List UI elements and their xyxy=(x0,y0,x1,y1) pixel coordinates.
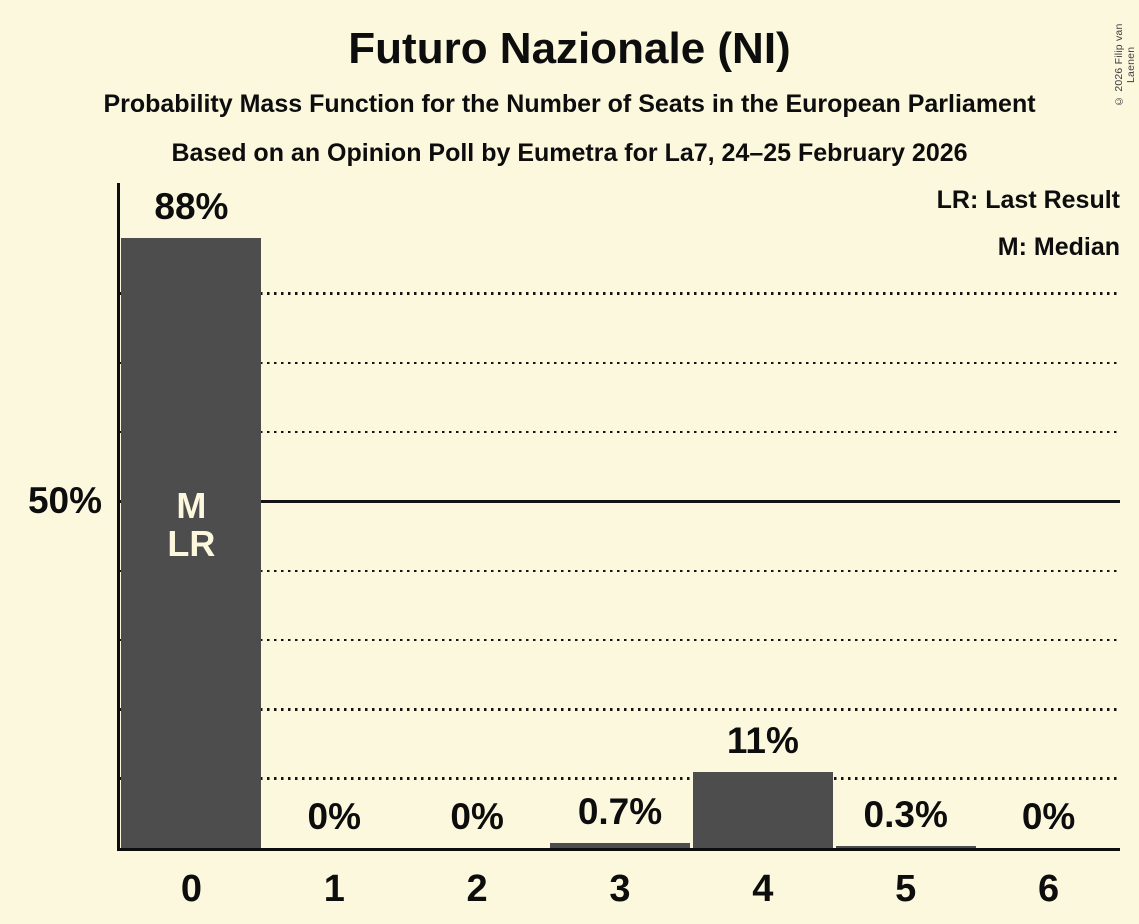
bar-value-label: 0% xyxy=(1021,796,1076,837)
legend-median: M: Median xyxy=(997,233,1120,261)
gridline-dotted-10pct xyxy=(120,777,1120,780)
x-tick-label-6: 6 xyxy=(1037,868,1060,910)
gridline-dotted-40pct xyxy=(120,569,1120,573)
y-axis-tick-label: 50% xyxy=(27,480,102,521)
x-tick-label-1: 1 xyxy=(323,868,345,910)
bar-value-label: 0% xyxy=(450,796,504,837)
x-tick-label-3: 3 xyxy=(609,868,631,910)
x-tick-label-5: 5 xyxy=(895,868,917,910)
chart-subtitle: Probability Mass Function for the Number… xyxy=(103,90,1036,118)
gridline-dotted-70pct xyxy=(120,361,1120,365)
last-result-marker: LR xyxy=(167,523,216,564)
median-marker: M xyxy=(176,485,207,526)
bar-seats-4 xyxy=(692,771,833,848)
gridline-dotted-60pct xyxy=(120,430,1120,434)
bar-value-label: 0% xyxy=(307,796,361,837)
x-tick-label-2: 2 xyxy=(466,868,488,910)
x-axis-labels: 0 1 2 3 4 5 6 xyxy=(120,870,1120,910)
x-tick-label-4: 4 xyxy=(752,868,774,910)
plot-area: 88% M LR 0% 0% 0.7% 11% 0.3% 0% xyxy=(117,183,1120,851)
bar-value-label: 11% xyxy=(726,719,799,761)
bar-seats-3 xyxy=(550,843,690,848)
chart-title: Futuro Nazionale (NI) xyxy=(348,24,791,73)
bar-annotations: M LR xyxy=(120,487,263,563)
bar-seats-0 xyxy=(121,238,262,848)
bar-seats-5 xyxy=(835,845,976,848)
chart-source-line: Based on an Opinion Poll by Eumetra for … xyxy=(171,139,968,167)
gridline-dotted-80pct xyxy=(120,292,1120,295)
x-tick-label-0: 0 xyxy=(180,868,202,910)
bar-value-label: 0.3% xyxy=(863,793,948,835)
bar-value-label: 88% xyxy=(154,186,229,228)
legend-last-result: LR: Last Result xyxy=(936,186,1120,214)
gridline-dotted-20pct xyxy=(120,708,1120,711)
bar-value-label: 0.7% xyxy=(577,791,663,833)
gridline-solid-50pct xyxy=(120,500,1120,503)
gridline-dotted-30pct xyxy=(120,638,1120,642)
